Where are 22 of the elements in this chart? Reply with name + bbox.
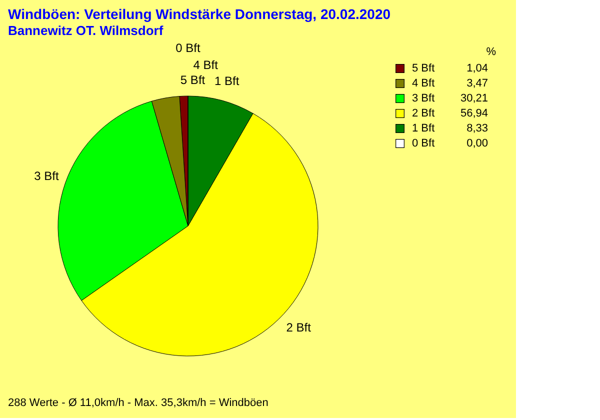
data-label: 3,47 — [466, 78, 488, 90]
data-label: 56,94 — [460, 108, 488, 120]
legend-label: 3 Bft — [412, 92, 435, 104]
data-label: 30,21 — [460, 92, 488, 104]
data-label: 1,04 — [466, 62, 488, 74]
legend-label: 1 Bft — [412, 122, 435, 134]
text: 288 Werte - Ø 11,0km/h - Max. 35,3km/h = Windböen — [8, 397, 268, 409]
category-label: 4 Bft — [193, 58, 218, 72]
legend-label: 0 Bft — [412, 138, 435, 150]
chart-subtitle: Bannewitz OT. Wilmsdorf — [8, 23, 164, 38]
legend-label: 4 Bft — [412, 78, 435, 90]
legend-title: % — [486, 46, 496, 58]
slice-label: 1 Bft — [214, 74, 240, 88]
category-label: 0 Bft — [176, 41, 200, 55]
legend-label: 5 Bft — [412, 62, 435, 74]
chart-title: Windböen: Verteilung Windstärke Donnerstag, 20.02.2020 — [8, 6, 391, 22]
slice-label: 3 Bft — [34, 169, 60, 184]
slice-label: 2 Bft — [286, 320, 312, 334]
legend-label: 2 Bft — [412, 108, 435, 120]
text: 0,00 — [466, 138, 488, 150]
slice-label: 5 Bft — [180, 73, 206, 88]
data-label: 8,33 — [466, 122, 488, 134]
